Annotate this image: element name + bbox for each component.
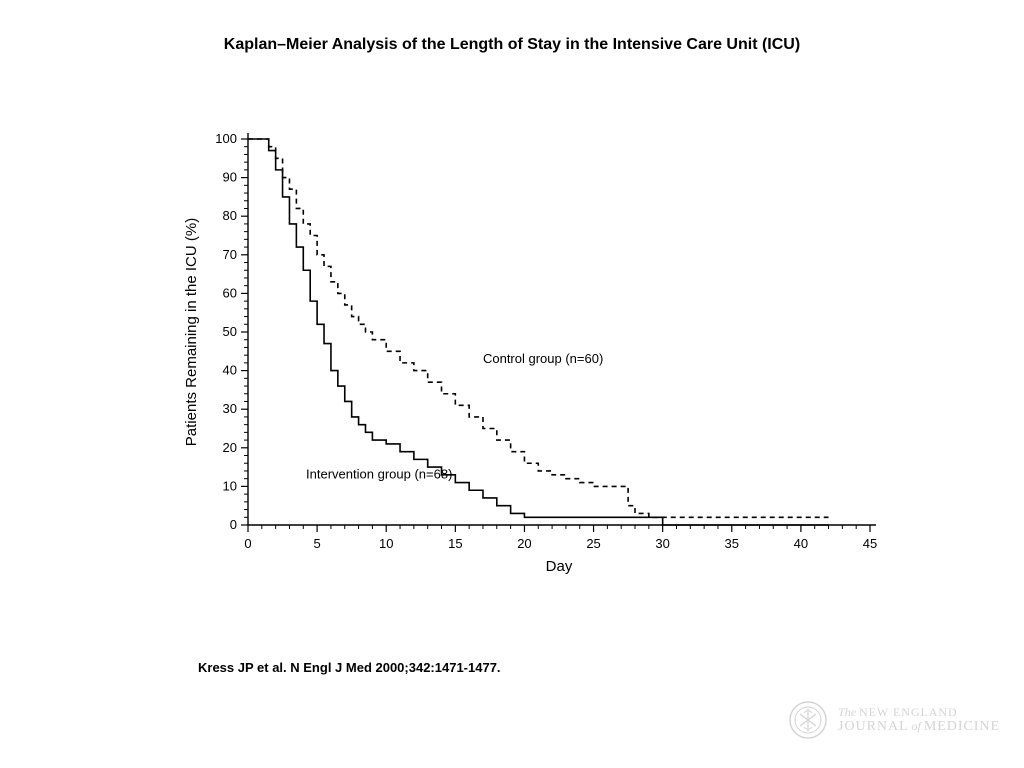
svg-text:35: 35 (725, 536, 739, 551)
svg-text:20: 20 (517, 536, 531, 551)
svg-text:45: 45 (863, 536, 877, 551)
svg-text:20: 20 (223, 440, 237, 455)
journal-name: The NEW ENGLAND JOURNAL of MEDICINE (838, 706, 1000, 735)
svg-text:90: 90 (223, 170, 237, 185)
svg-text:60: 60 (223, 285, 237, 300)
series-label-intervention: Intervention group (n=68) (306, 467, 452, 482)
svg-text:Patients Remaining in the ICU: Patients Remaining in the ICU (%) (183, 218, 200, 446)
citation-text: Kress JP et al. N Engl J Med 2000;342:14… (198, 660, 501, 675)
svg-text:10: 10 (223, 478, 237, 493)
journal-logo: The NEW ENGLAND JOURNAL of MEDICINE (788, 700, 1000, 740)
svg-text:0: 0 (244, 536, 251, 551)
svg-text:100: 100 (215, 131, 237, 146)
journal-seal-icon (788, 700, 828, 740)
svg-text:30: 30 (655, 536, 669, 551)
svg-text:25: 25 (586, 536, 600, 551)
chart-title: Kaplan–Meier Analysis of the Length of S… (0, 36, 1024, 54)
series-label-control: Control group (n=60) (483, 351, 603, 366)
svg-text:Day: Day (546, 558, 573, 575)
svg-text:15: 15 (448, 536, 462, 551)
svg-text:80: 80 (223, 208, 237, 223)
svg-text:30: 30 (223, 401, 237, 416)
kaplan-meier-chart: 0 10 20 30 40 50 60 70 80 90 100 0 5 10 15 20 25 30 35 40 45… (170, 125, 890, 595)
svg-text:0: 0 (230, 517, 237, 532)
svg-text:10: 10 (379, 536, 393, 551)
svg-text:40: 40 (223, 363, 237, 378)
svg-text:5: 5 (313, 536, 320, 551)
svg-text:40: 40 (794, 536, 808, 551)
svg-text:50: 50 (223, 324, 237, 339)
svg-text:70: 70 (223, 247, 237, 262)
